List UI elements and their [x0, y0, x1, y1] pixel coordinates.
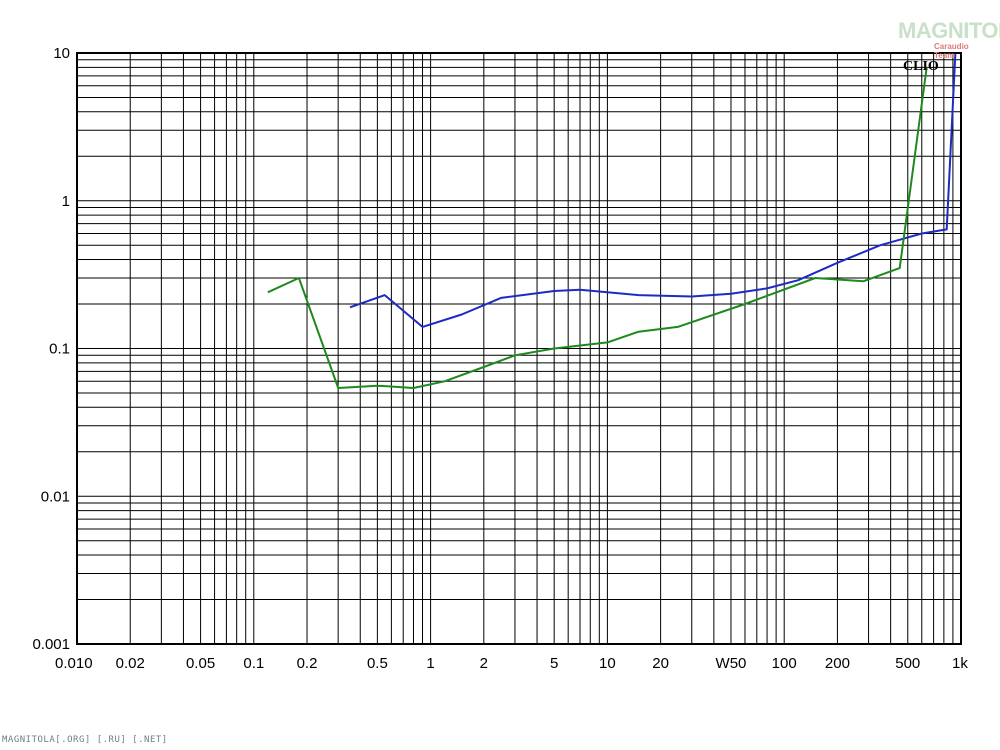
x-tick-label: 2: [480, 655, 488, 672]
magnitola-logo: MAGNITOLA Caraudio Team: [898, 18, 1000, 60]
x-tick-label: 1k: [952, 655, 968, 672]
plot-frame: [76, 52, 962, 645]
x-tick-label: 0.5: [367, 655, 388, 672]
x-axis-ticks: 0.010 0.02 0.05 0.1 0.2 0.5 1 2 5 10 20 W50 100 200 50…: [55, 655, 968, 672]
clio-annotation: CLIO: [903, 59, 939, 74]
y-axis-ticks: 10 1 0.1 0.01 0.001: [32, 45, 70, 653]
logo-text: MAGNITOLA: [898, 18, 1000, 43]
x-tick-label: 200: [825, 655, 850, 672]
x-tick-label: 10: [599, 655, 616, 672]
y-tick-label: 0.01: [41, 488, 70, 505]
series-line-2: [267, 67, 928, 389]
y-tick-label: 10: [53, 45, 70, 62]
x-tick-label: 0.010: [55, 655, 93, 672]
grid: [76, 53, 961, 645]
x-tick-label: 0.2: [297, 655, 318, 672]
x-tick-label: 20: [652, 655, 669, 672]
x-tick-label: 5: [550, 655, 558, 672]
x-tick-label: 100: [772, 655, 797, 672]
x-tick-label: W50: [716, 655, 747, 672]
x-tick-label: 0.05: [186, 655, 215, 672]
series-layer: [267, 52, 961, 389]
x-tick-label: 500: [895, 655, 920, 672]
footer-text: MAGNITOLA[.ORG] [.RU] [.NET]: [2, 735, 168, 745]
y-tick-label: 1: [62, 193, 70, 210]
x-tick-label: 0.02: [116, 655, 145, 672]
x-tick-label: 1: [426, 655, 434, 672]
y-tick-label: 0.001: [32, 636, 70, 653]
x-tick-label: 0.1: [243, 655, 264, 672]
y-tick-label: 0.1: [49, 341, 70, 358]
series-line-1: [349, 52, 961, 328]
logo-subtitle: Caraudio Team: [934, 42, 969, 60]
